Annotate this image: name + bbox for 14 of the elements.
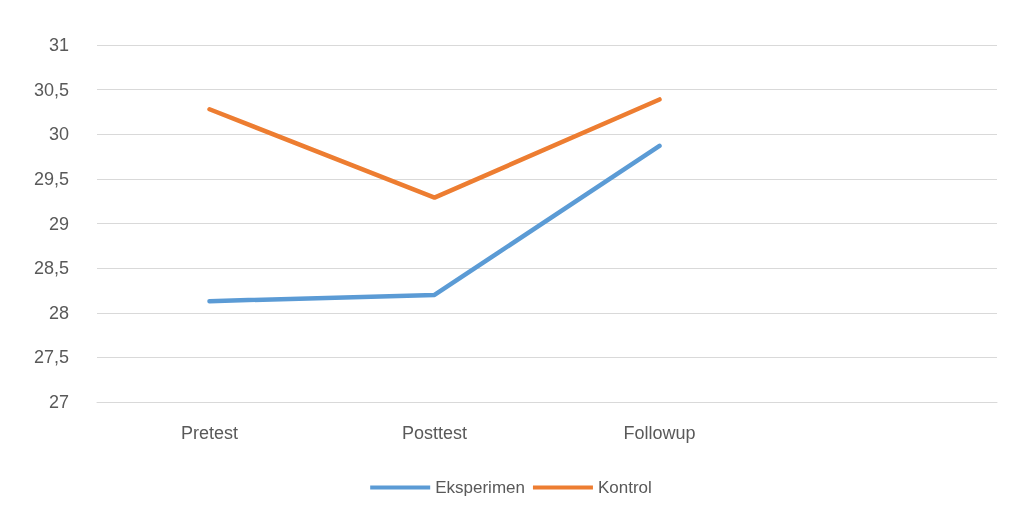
y-tick-label: 30,5 — [33, 79, 69, 100]
y-tick-label: 29,5 — [33, 168, 69, 189]
y-tick-label: 27,5 — [33, 347, 69, 368]
y-tick-label: 30 — [48, 124, 69, 145]
y-tick-label: 28 — [48, 302, 69, 323]
x-tick-label: Followup — [623, 423, 696, 443]
legend-label: Kontrol — [597, 478, 652, 497]
y-tick-label: 29 — [48, 213, 69, 234]
y-tick-label: 27 — [48, 392, 69, 412]
x-tick-label: Pretest — [180, 423, 239, 443]
legend-label: Eksperimen — [435, 478, 525, 497]
y-tick-label: 31 — [48, 35, 69, 55]
x-tick-label: Posttest — [401, 423, 468, 443]
y-tick-label: 28,5 — [33, 258, 69, 279]
